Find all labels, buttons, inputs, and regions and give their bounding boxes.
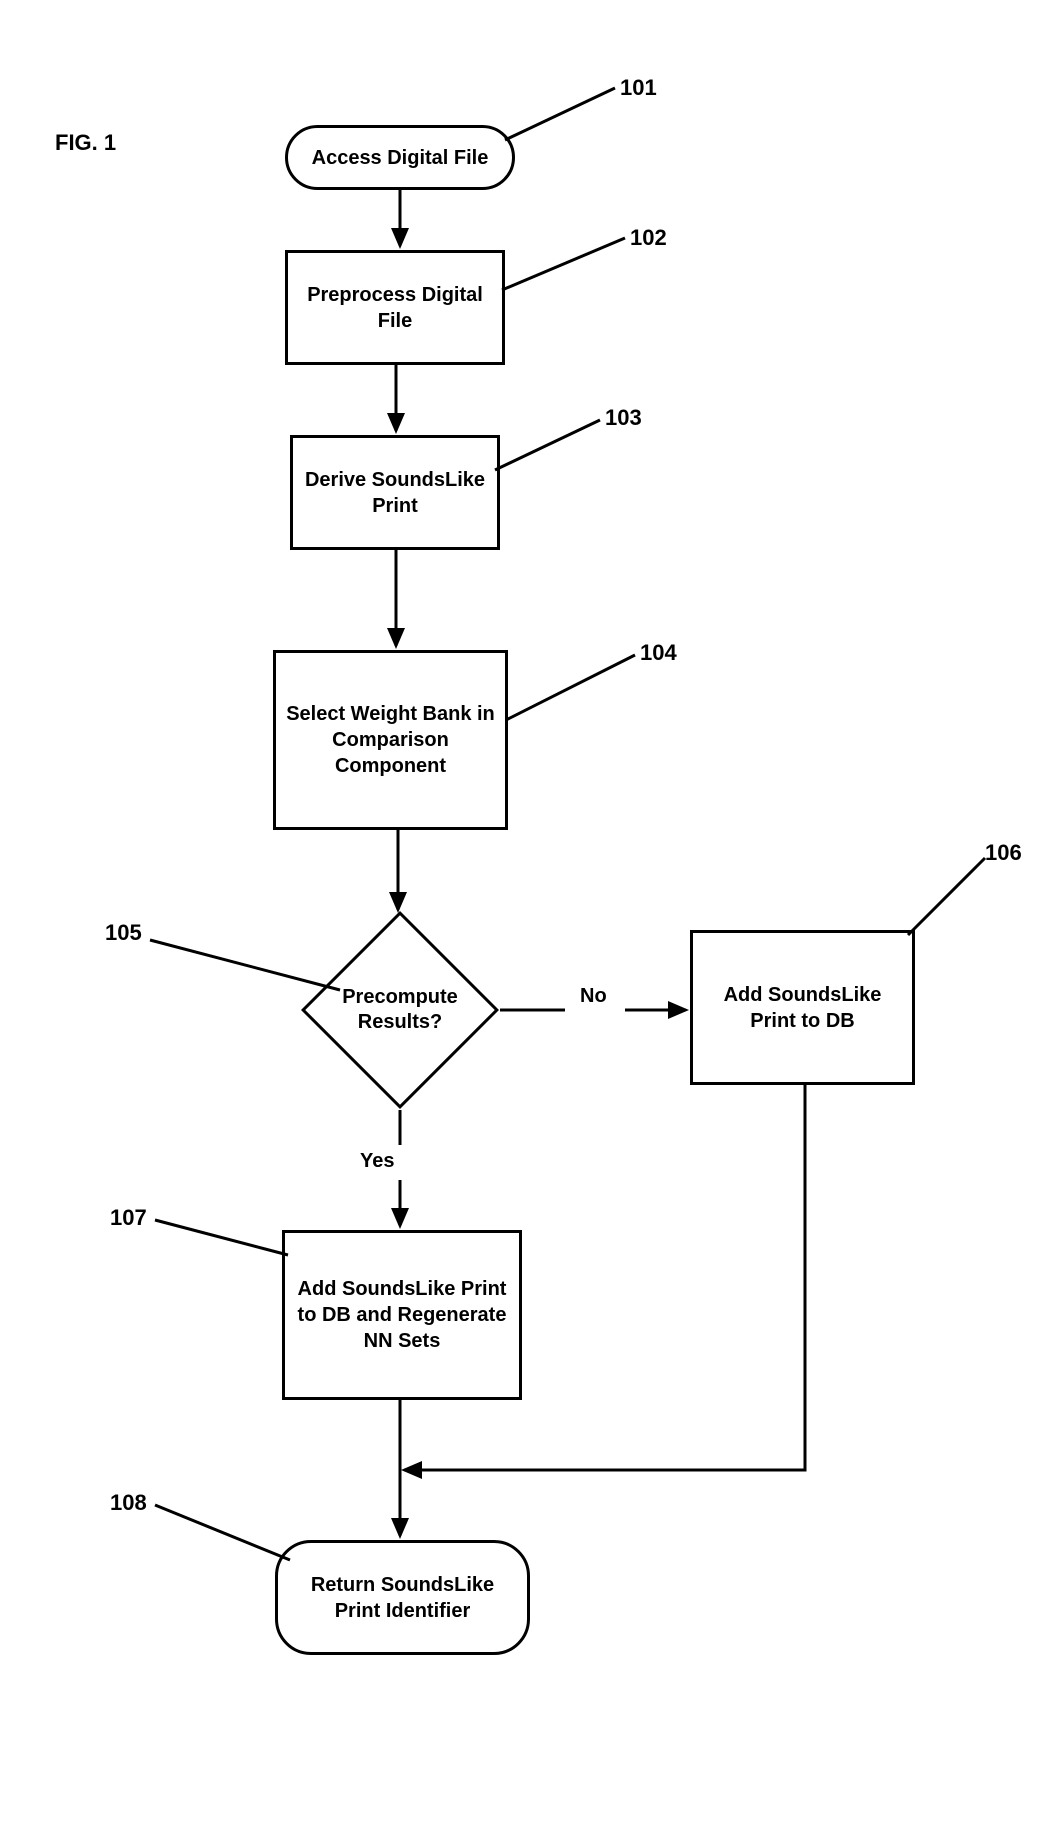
node-text: Derive SoundsLike Print xyxy=(301,467,489,519)
ref-102: 102 xyxy=(630,225,667,251)
node-add-print-regenerate-nn: Add SoundsLike Print to DB and Regenerat… xyxy=(282,1230,522,1400)
node-precompute-results: Precompute Results? xyxy=(330,940,470,1080)
ref-104: 104 xyxy=(640,640,677,666)
node-text: Precompute Results? xyxy=(330,985,470,1035)
ref-107: 107 xyxy=(110,1205,147,1231)
leader-101 xyxy=(505,88,615,140)
node-text: Preprocess Digital File xyxy=(296,282,494,334)
node-access-digital-file: Access Digital File xyxy=(285,125,515,190)
connector-layer xyxy=(0,0,1053,1825)
leader-107 xyxy=(155,1220,288,1255)
node-text: Access Digital File xyxy=(312,145,489,171)
leader-108 xyxy=(155,1505,290,1560)
node-select-weight-bank: Select Weight Bank in Comparison Compone… xyxy=(273,650,508,830)
node-text: Select Weight Bank in Comparison Compone… xyxy=(284,701,497,779)
leader-106 xyxy=(908,858,985,935)
node-derive-soundslike-print: Derive SoundsLike Print xyxy=(290,435,500,550)
ref-101: 101 xyxy=(620,75,657,101)
leader-102 xyxy=(502,238,625,290)
node-return-print-identifier: Return SoundsLike Print Identifier xyxy=(275,1540,530,1655)
edge-label-yes: Yes xyxy=(360,1150,394,1173)
leader-105 xyxy=(150,940,340,990)
node-text: Add SoundsLike Print to DB and Regenerat… xyxy=(293,1276,511,1354)
leader-103 xyxy=(495,420,600,470)
leader-104 xyxy=(506,655,635,720)
ref-106: 106 xyxy=(985,840,1022,866)
node-add-print-to-db: Add SoundsLike Print to DB xyxy=(690,930,915,1085)
edge-label-no: No xyxy=(580,985,607,1008)
ref-103: 103 xyxy=(605,405,642,431)
node-text: Add SoundsLike Print to DB xyxy=(701,982,904,1034)
figure-label: FIG. 1 xyxy=(55,130,116,156)
node-text: Return SoundsLike Print Identifier xyxy=(286,1572,519,1624)
ref-105: 105 xyxy=(105,920,142,946)
node-preprocess-digital-file: Preprocess Digital File xyxy=(285,250,505,365)
ref-108: 108 xyxy=(110,1490,147,1516)
